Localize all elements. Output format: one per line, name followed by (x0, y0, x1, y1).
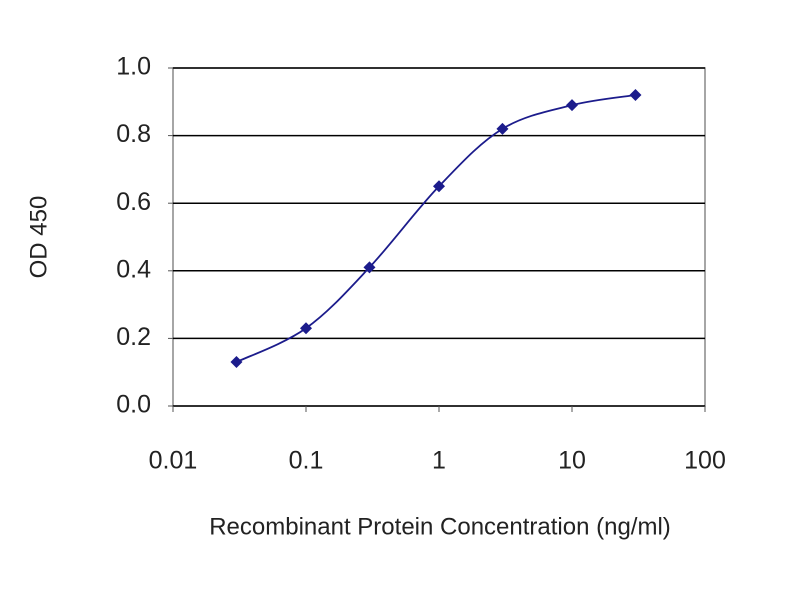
data-marker (629, 89, 642, 102)
y-tick-label: 0.8 (116, 120, 151, 148)
x-tick-label: 0.01 (149, 447, 198, 475)
y-tick-label: 0.2 (116, 323, 151, 351)
plot-frame (172, 67, 706, 407)
data-marker (496, 122, 509, 135)
y-tick-label: 1.0 (116, 53, 151, 81)
x-tick-label: 100 (684, 447, 726, 475)
data-marker (300, 322, 312, 335)
data-marker (230, 356, 243, 369)
data-marker (566, 99, 578, 112)
data-marker (433, 180, 445, 193)
x-axis-title: Recombinant Protein Concentration (ng/ml… (209, 513, 671, 540)
y-tick-label: 0.0 (116, 391, 151, 419)
y-tick-label: 0.4 (116, 255, 151, 283)
y-axis-title: OD 450 (25, 196, 52, 279)
y-tick-label: 0.6 (116, 188, 151, 216)
x-tick-label: 1 (432, 447, 446, 475)
x-tick-label: 10 (558, 447, 586, 475)
x-tick-label: 0.1 (289, 447, 324, 475)
data-marker (363, 261, 376, 274)
